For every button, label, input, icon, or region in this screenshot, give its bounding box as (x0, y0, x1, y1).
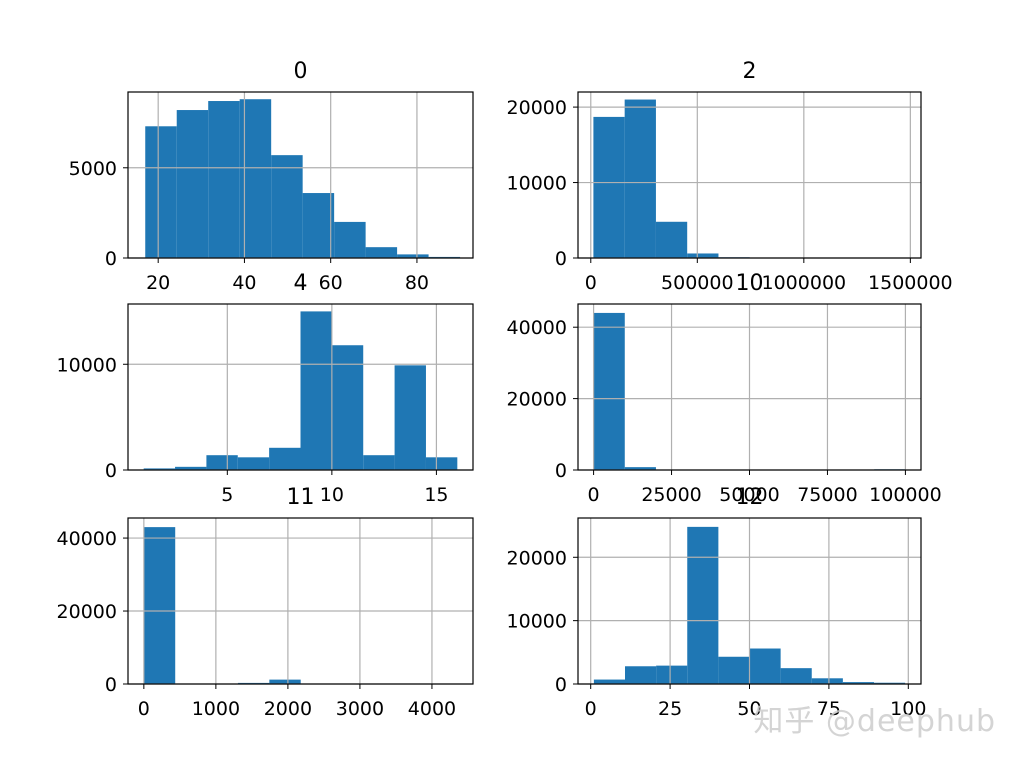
x-tick-label: 1500000 (868, 272, 953, 294)
histogram-bar (624, 467, 656, 470)
histogram-bar (300, 311, 332, 470)
histogram-bar (271, 155, 303, 258)
histogram-bar (593, 312, 625, 470)
histogram-bar (397, 254, 429, 258)
axes-frame (127, 517, 474, 685)
x-tick-label: 75000 (797, 484, 857, 506)
histogram-bar (269, 679, 301, 684)
histogram-bar (365, 247, 398, 258)
histogram-bar (269, 447, 301, 470)
histogram-bar (842, 682, 874, 684)
histogram-bar (593, 679, 626, 684)
y-tick-label: 10000 (507, 611, 567, 633)
histogram-bar (331, 345, 364, 470)
histogram-bar (780, 668, 812, 684)
x-tick-label: 10 (320, 484, 344, 506)
x-tick-label: 25000 (641, 484, 701, 506)
histogram-bar (749, 648, 781, 684)
histogram-bar (625, 666, 657, 684)
x-tick-label: 75 (817, 698, 841, 720)
histogram-bar (143, 527, 176, 684)
histogram-bar (237, 457, 270, 470)
x-tick-label: 1000 (192, 698, 240, 720)
histogram-bar (718, 656, 750, 684)
y-tick-label: 10000 (507, 173, 567, 195)
histogram-bar (687, 526, 719, 684)
subplot-title: 2 (743, 59, 757, 84)
x-tick-label: 0 (585, 698, 597, 720)
histogram-bar (176, 110, 209, 258)
histogram-panel-col-2: 0 500000 1000000 1500000 0 10000 20000 2 (507, 59, 953, 294)
y-tick-label: 0 (105, 674, 117, 696)
histogram-bar (656, 665, 688, 684)
histogram-bar (145, 126, 177, 258)
axes-frame (127, 303, 474, 471)
histogram-panel-col-0: 20 40 60 80 0 5000 0 (69, 59, 474, 294)
x-tick-label: 1000000 (762, 272, 847, 294)
x-tick-label: 60 (319, 272, 343, 294)
y-tick-label: 20000 (57, 601, 117, 623)
x-tick-label: 0 (585, 272, 597, 294)
x-tick-label: 4000 (408, 698, 456, 720)
x-tick-label: 100 (890, 698, 926, 720)
histogram-panel-col-12: 0 25 50 75 100 0 10000 20000 12 (507, 485, 927, 720)
subplot-title: 0 (294, 59, 308, 84)
histogram-bar (425, 457, 458, 470)
histogram-bar (302, 193, 335, 258)
histogram-bar (394, 365, 426, 470)
histogram-bar (175, 466, 207, 470)
y-tick-label: 20000 (507, 389, 567, 411)
histogram-bar (208, 101, 240, 259)
x-tick-label: 15 (424, 484, 448, 506)
x-tick-label: 50000 (719, 484, 779, 506)
histogram-panel-col-4: 5 10 15 0 10000 4 (57, 271, 474, 506)
y-tick-label: 20000 (507, 97, 567, 119)
y-tick-label: 0 (105, 248, 117, 270)
y-tick-label: 0 (555, 460, 567, 482)
histogram-bar (655, 221, 688, 258)
subplot-title: 11 (287, 485, 315, 510)
watermark-text: 知乎 @deephub (753, 704, 996, 739)
x-tick-label: 500000 (661, 272, 734, 294)
y-tick-label: 40000 (57, 528, 117, 550)
histogram-bar (363, 455, 395, 470)
subplot-title: 10 (736, 271, 764, 296)
x-tick-label: 5 (221, 484, 233, 506)
x-tick-label: 0 (138, 698, 150, 720)
y-tick-label: 10000 (57, 354, 117, 376)
y-tick-label: 5000 (69, 158, 117, 180)
histogram-bar (624, 99, 656, 258)
y-tick-label: 0 (105, 460, 117, 482)
histogram-bar (206, 455, 238, 470)
histogram-bar (811, 678, 843, 684)
y-tick-label: 20000 (507, 547, 567, 569)
axes-frame (127, 91, 474, 259)
x-tick-label: 50 (737, 698, 761, 720)
y-tick-label: 0 (555, 248, 567, 270)
x-tick-label: 25 (658, 698, 682, 720)
histogram-bar (334, 221, 366, 258)
axes-frame (577, 91, 922, 259)
x-tick-label: 100000 (869, 484, 942, 506)
x-tick-label: 80 (405, 272, 429, 294)
x-tick-label: 0 (588, 484, 600, 506)
x-tick-label: 20 (146, 272, 170, 294)
histogram-bar (143, 468, 176, 470)
y-tick-label: 0 (555, 674, 567, 696)
subplot-title: 4 (294, 271, 308, 296)
y-tick-label: 40000 (507, 317, 567, 339)
histogram-bar (873, 682, 906, 684)
histogram-bar (687, 253, 719, 258)
subplot-title: 12 (736, 485, 764, 510)
x-tick-label: 2000 (264, 698, 312, 720)
x-tick-label: 3000 (336, 698, 384, 720)
histogram-bar (593, 116, 625, 259)
x-tick-label: 40 (232, 272, 256, 294)
